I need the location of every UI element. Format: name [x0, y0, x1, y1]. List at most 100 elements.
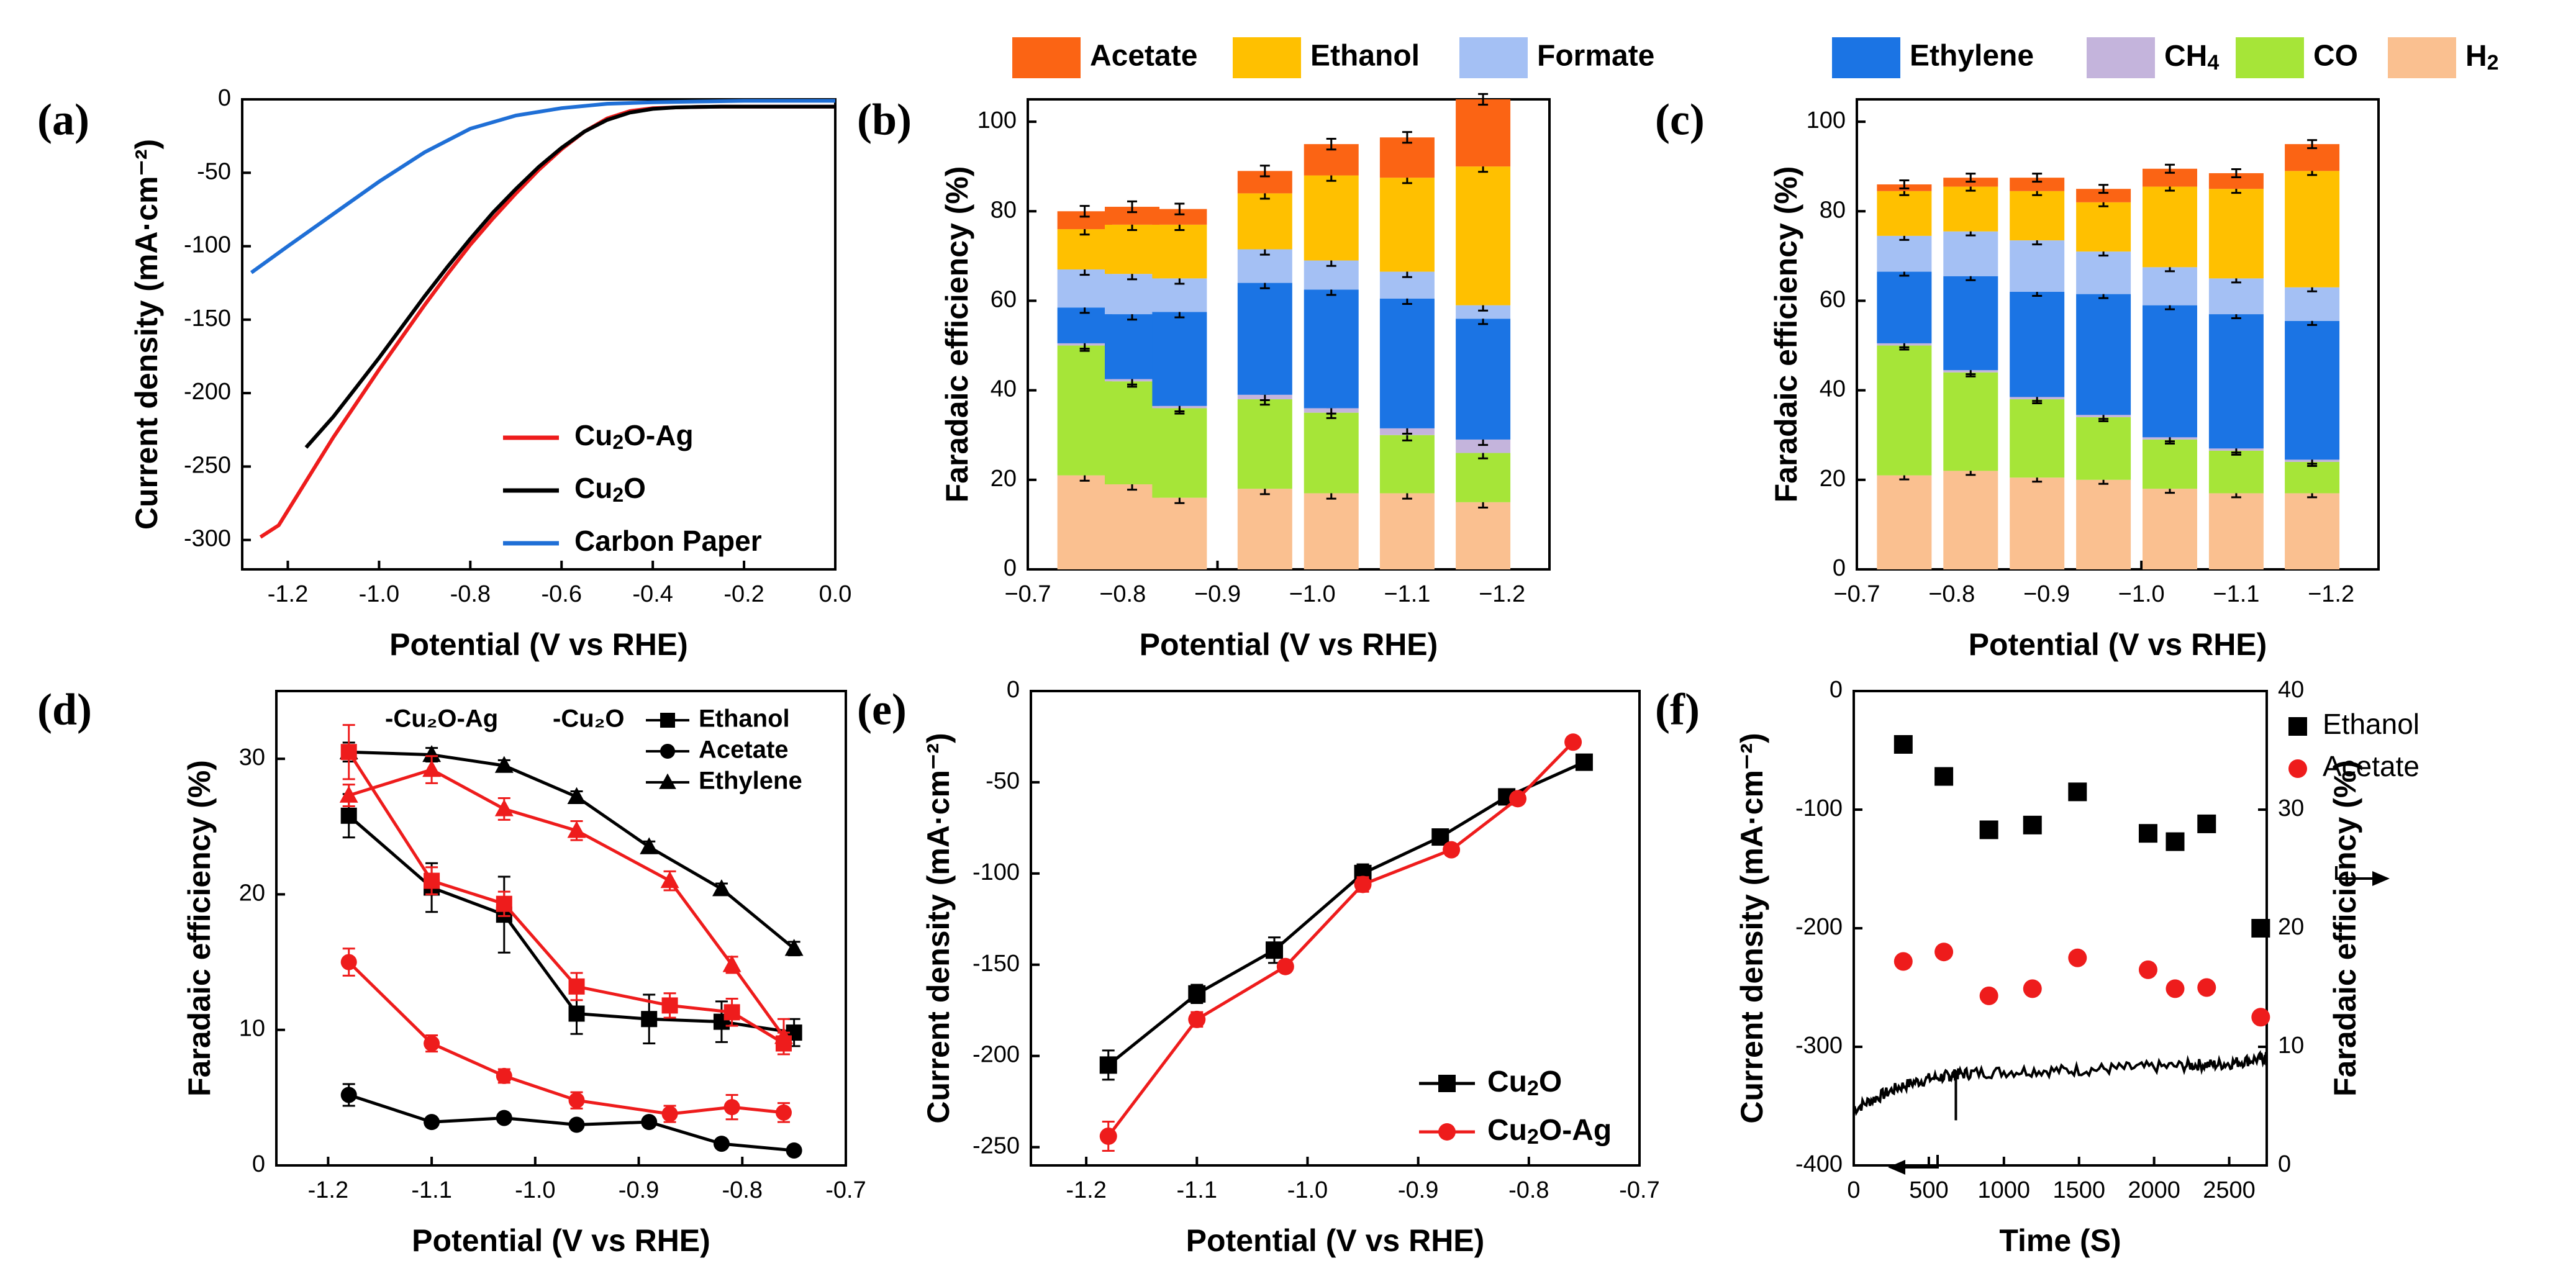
y-tick-label: -400	[1795, 1151, 1843, 1177]
data-point-ethanol	[1934, 767, 1954, 786]
legend-label: Cu2O	[574, 472, 646, 506]
x-tick-label: -0.8	[722, 1177, 763, 1203]
bar-segment-ethylene	[1304, 289, 1359, 409]
data-point	[1099, 1056, 1117, 1074]
x-tick-label: 500	[1909, 1177, 1948, 1203]
y-axis-label: Current density (mA·cm⁻²)	[1735, 733, 1769, 1123]
panel-label: (a)	[37, 95, 89, 145]
panel-label: (b)	[857, 95, 912, 145]
data-point	[1188, 1010, 1206, 1028]
data-point	[568, 1092, 585, 1109]
bar-segment-ethanol	[2143, 186, 2197, 268]
data-point	[786, 1142, 802, 1159]
bar-segment-co	[1152, 408, 1207, 498]
y-tick-label: -250	[184, 452, 231, 478]
bar-segment-ethylene	[1237, 283, 1292, 395]
legend-swatch	[1459, 37, 1528, 78]
data-point	[1188, 985, 1206, 1003]
y-tick-label: 40	[1820, 376, 1846, 402]
bar-segment-co	[2208, 450, 2264, 494]
x-tick-label: -1.0	[1287, 1177, 1328, 1203]
data-point-acetate	[1934, 943, 1954, 962]
bar-segment-ethylene	[2285, 320, 2340, 460]
bar-segment-co	[1237, 399, 1292, 489]
x-axis-label: Potential (V vs RHE)	[412, 1223, 710, 1258]
bar-segment-co	[2076, 417, 2131, 480]
text-part: O	[624, 472, 646, 504]
bar-segment-ethylene	[1943, 276, 1998, 371]
legend-label: Cu2O-Ag	[574, 419, 694, 453]
x-tick-label: -1.2	[268, 581, 308, 607]
bar-segment-ethylene	[2010, 292, 2065, 397]
bar-segment-ethanol	[1105, 224, 1159, 274]
x-tick-label: −1.2	[2308, 581, 2354, 607]
x-tick-label: 1500	[2052, 1177, 2105, 1203]
text-part: O-Ag	[1539, 1114, 1612, 1147]
legend-label: Formate	[1537, 40, 1654, 73]
x-tick-label: -1.1	[1177, 1177, 1217, 1203]
bar-segment-formate	[2010, 240, 2065, 292]
y-tick-label: 100	[1807, 107, 1846, 133]
bar-segment-co	[1456, 453, 1511, 502]
y-tick-label: 40	[991, 376, 1017, 402]
x-tick-label: −0.9	[1194, 581, 1241, 607]
text-part: 2	[1527, 1125, 1539, 1149]
legend-swatch	[2388, 37, 2456, 78]
y-tick-label: -200	[184, 379, 231, 405]
data-point	[641, 1114, 658, 1131]
y-tick-label: -100	[1795, 795, 1843, 821]
y-axis-label: Faradaic efficiency (%)	[1769, 166, 1803, 503]
y-tick-label: 60	[991, 286, 1017, 312]
data-point	[713, 1136, 730, 1152]
data-point	[775, 1104, 792, 1121]
legend-top-c: Ethylene CH4 CO H2	[1832, 37, 2499, 78]
legend-label: Acetate	[2323, 750, 2420, 782]
text-part: Cu	[574, 419, 612, 451]
x-tick-label: −1.0	[1289, 581, 1336, 607]
series-line	[348, 767, 786, 1038]
x-tick-label: 1000	[1978, 1177, 2031, 1203]
x-tick-label: -0.4	[632, 581, 673, 607]
text-part: CH	[2164, 40, 2207, 73]
data-point	[422, 760, 442, 777]
legend-swatch	[1233, 37, 1301, 78]
legend-label: Cu2O	[1487, 1065, 1562, 1100]
bar-segment-co	[1304, 412, 1359, 494]
bar-segment-ethanol	[2010, 191, 2065, 241]
y-tick-label: -100	[973, 859, 1020, 885]
x-tick-label: 0	[1847, 1177, 1860, 1203]
data-point-ethanol	[2138, 824, 2157, 843]
x-tick-label: −0.8	[1928, 581, 1975, 607]
bar-segment-ethanol	[2076, 202, 2131, 252]
panel-a: (a) -1.2 -1.0 -0.8 -0.6 -0.4 -0.2 0.0 -300 -250 -2…	[37, 85, 851, 662]
y2-tick-label: 40	[2278, 677, 2304, 703]
bar-segment-h2	[1105, 484, 1159, 569]
right-axis-arrow	[2335, 866, 2382, 880]
axes-frame	[275, 690, 847, 1167]
y-axis-label: Faradaic efficiency (%)	[940, 166, 974, 503]
y-axis-label: Faradaic efficiency (%)	[182, 760, 217, 1096]
x-tick-label: -0.9	[1398, 1177, 1438, 1203]
y-tick-label: 20	[239, 880, 265, 906]
legend-marker	[660, 744, 675, 759]
bar-segment-h2	[2143, 489, 2197, 569]
bar-segment-ethanol	[1456, 166, 1511, 305]
series-line-cu2o-ag	[259, 104, 835, 539]
bar-segment-ethanol	[1877, 191, 1932, 236]
y-tick-label: -50	[197, 158, 231, 184]
bar-segment-ethylene	[2208, 314, 2264, 449]
x-tick-label: -1.2	[1066, 1177, 1106, 1203]
text-part: Cu	[1487, 1065, 1527, 1098]
bar-segment-h2	[2208, 493, 2264, 569]
legend-swatch	[1012, 37, 1081, 78]
legend-marker	[1438, 1075, 1456, 1092]
data-point	[340, 1087, 357, 1103]
bar-segment-co	[2010, 399, 2065, 478]
bar-segment-h2	[1152, 497, 1207, 569]
data-point-acetate	[2023, 979, 2042, 998]
y-tick-label: 100	[977, 107, 1017, 133]
y-tick-label: 60	[1820, 286, 1846, 312]
data-point	[568, 1005, 585, 1022]
x-tick-label: -1.1	[411, 1177, 451, 1203]
